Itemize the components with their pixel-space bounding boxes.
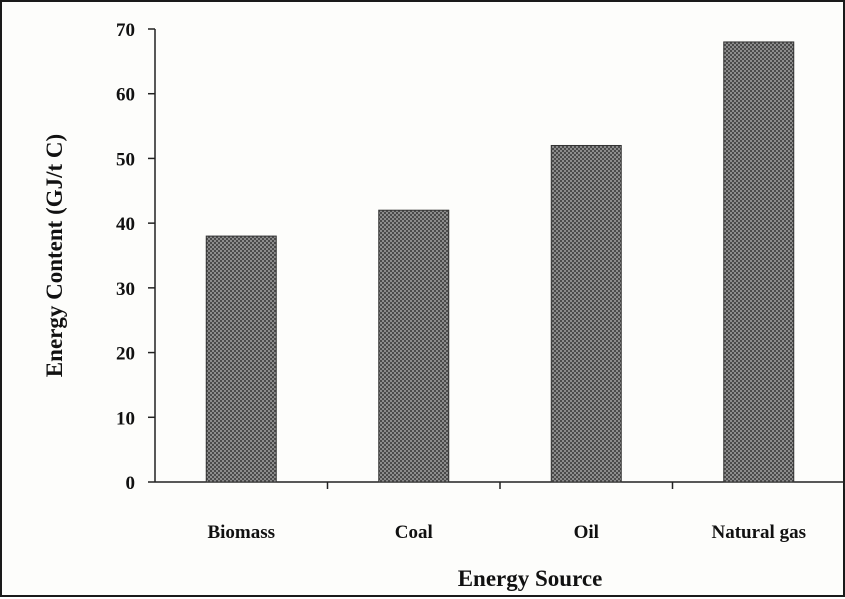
y-tick-label: 70 bbox=[116, 20, 135, 41]
x-category-label: Biomass bbox=[207, 522, 275, 543]
bar-oil bbox=[550, 144, 622, 483]
bar-coal bbox=[378, 209, 450, 483]
y-tick-label: 30 bbox=[116, 279, 135, 300]
bar-natural-gas bbox=[723, 41, 795, 483]
y-tick-label: 20 bbox=[116, 344, 135, 365]
x-category-label: Oil bbox=[574, 522, 599, 543]
y-axis-title: Energy Content (GJ/t C) bbox=[42, 134, 67, 377]
x-category-label: Natural gas bbox=[712, 522, 806, 543]
bars bbox=[205, 41, 845, 489]
x-category-labels: Biomass Coal Oil Natural gas bbox=[207, 522, 806, 543]
y-tick-label: 10 bbox=[116, 408, 135, 429]
x-axis-title: Energy Source bbox=[458, 566, 603, 591]
y-tick-label: 0 bbox=[126, 473, 136, 494]
y-tick-label: 40 bbox=[116, 214, 135, 235]
x-category-label: Coal bbox=[395, 522, 433, 543]
y-ticks: 0 10 20 30 40 50 60 70 bbox=[116, 20, 155, 494]
y-tick-label: 50 bbox=[116, 149, 135, 170]
bar-biomass bbox=[205, 235, 277, 483]
y-tick-label: 60 bbox=[116, 85, 135, 106]
